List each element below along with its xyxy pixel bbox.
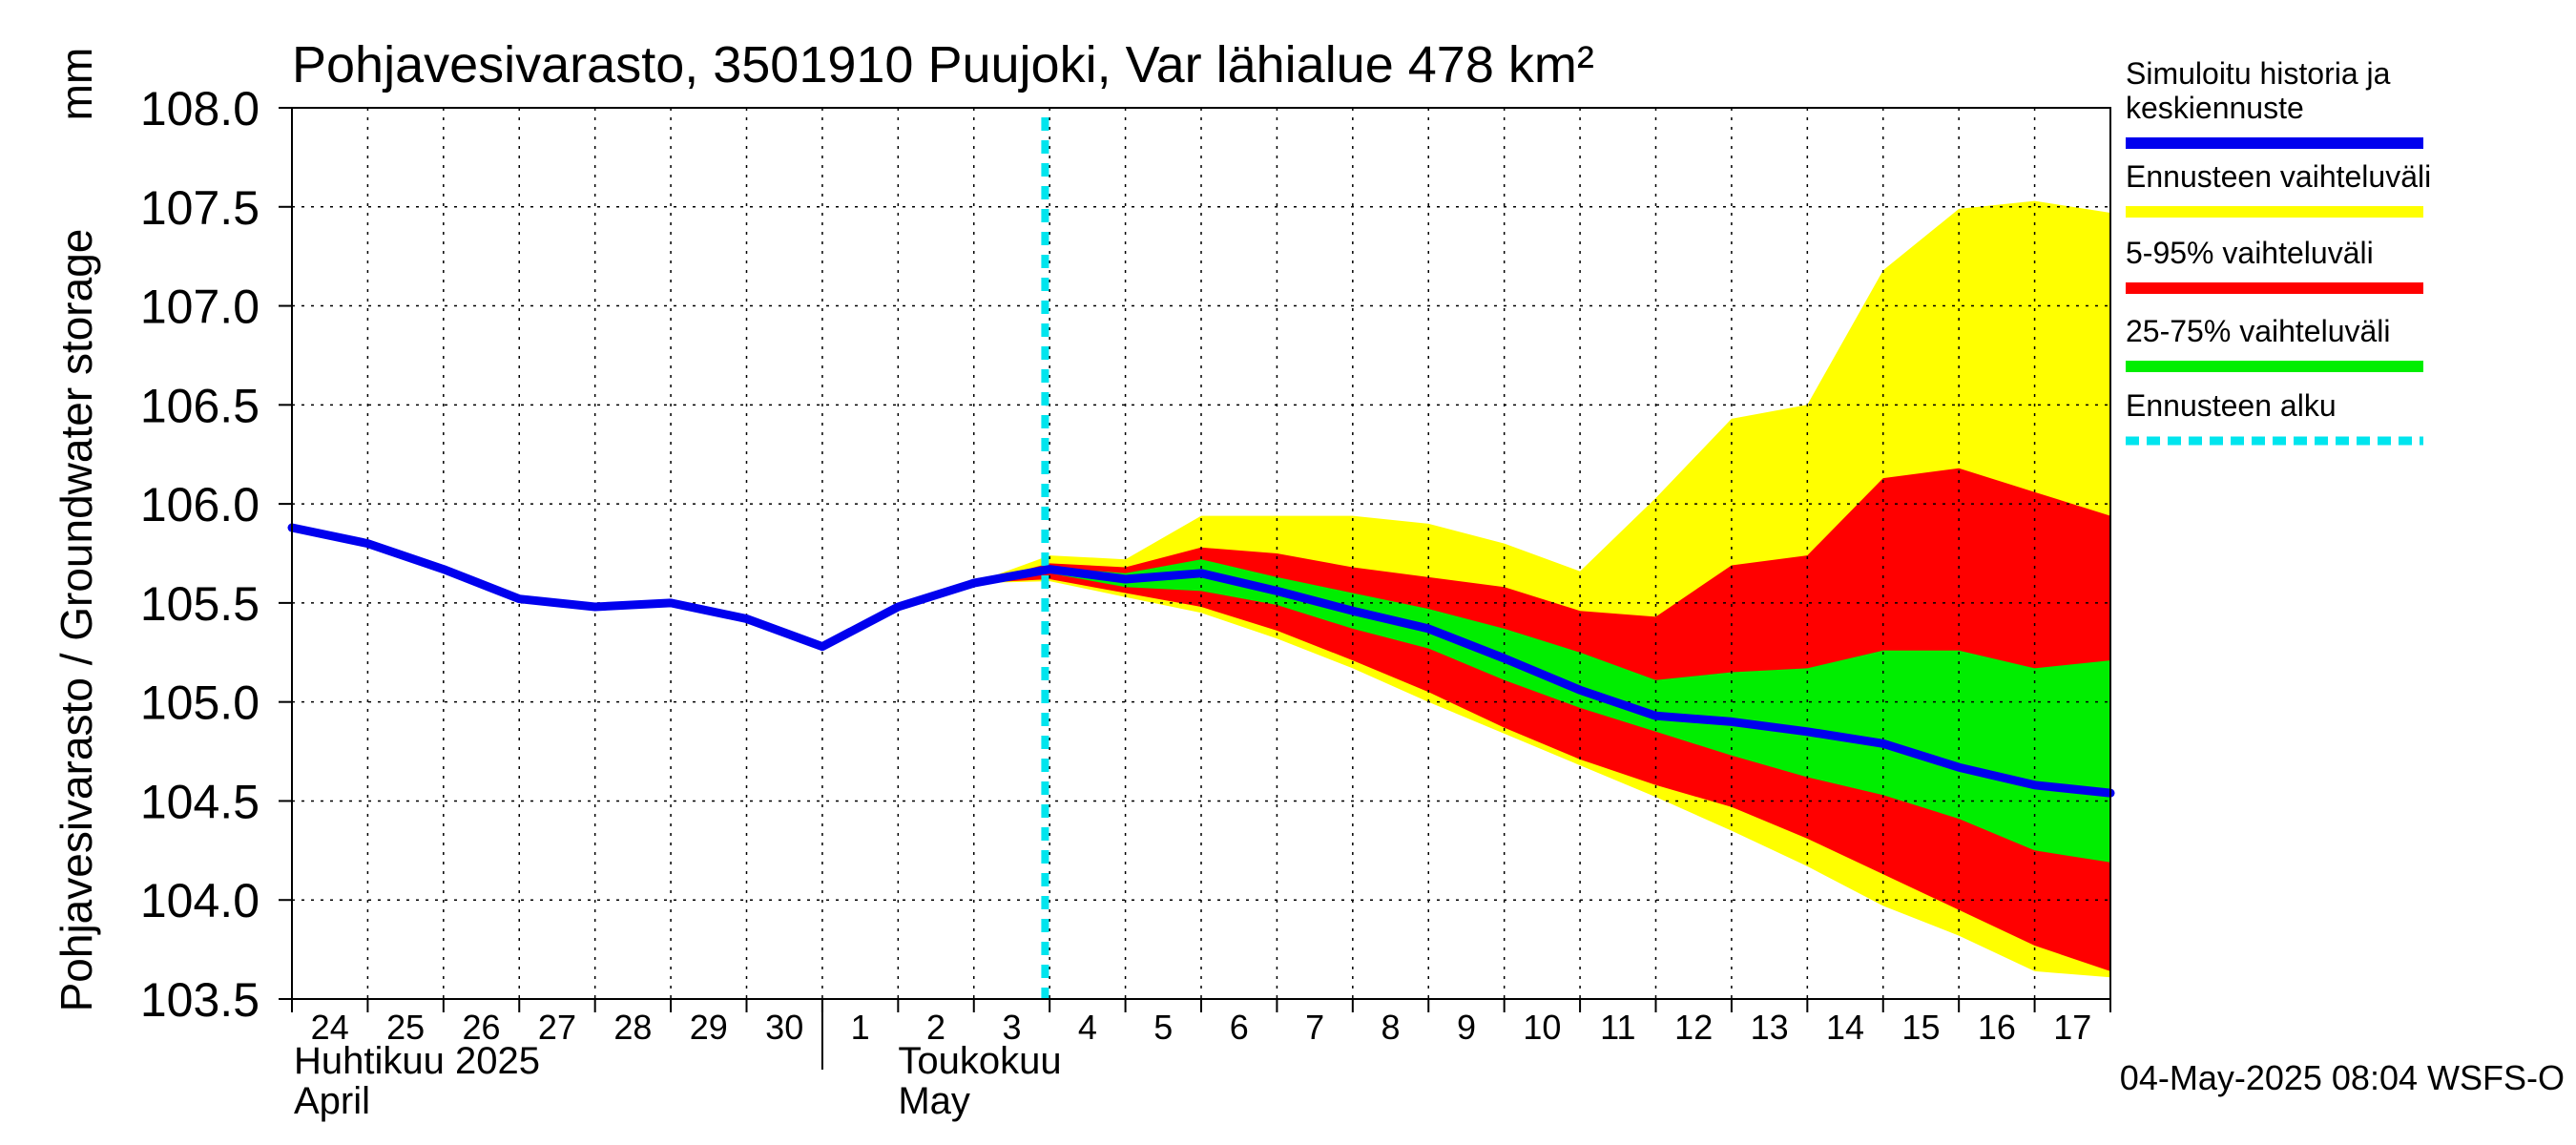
x-tick-label: 10	[1523, 1008, 1561, 1047]
y-axis-unit: mm	[52, 48, 101, 121]
legend-label: 25-75% vaihteluväli	[2126, 314, 2391, 348]
y-tick-label: 104.0	[140, 874, 260, 927]
y-tick-label: 105.0	[140, 677, 260, 730]
x-tick-label: 1	[851, 1008, 870, 1047]
x-tick-label: 9	[1457, 1008, 1476, 1047]
series-line-mean	[287, 523, 2115, 798]
legend-label: Ennusteen vaihteluväli	[2126, 159, 2431, 194]
y-tick-label: 105.5	[140, 577, 260, 631]
x-tick-label: 2	[926, 1008, 945, 1047]
y-tick-label: 106.0	[140, 478, 260, 531]
x-axis: 24 25 26 27 28 29 30 1 2 3 4 5 6 7 8 9 10 11 12 13 14 15 16 17H…	[291, 999, 2111, 1122]
x-tick-label: 8	[1381, 1008, 1401, 1047]
x-tick-label: 13	[1751, 1008, 1789, 1047]
legend-label: Ennusteen alku	[2126, 388, 2337, 423]
legend-label: 5-95% vaihteluväli	[2126, 236, 2374, 270]
month-label-en: April	[294, 1080, 370, 1122]
x-tick-label: 28	[613, 1008, 652, 1047]
x-tick-label: 11	[1600, 1008, 1635, 1047]
legend-label: Simuloitu historia ja	[2126, 56, 2391, 91]
x-tick-label: 26	[463, 1008, 501, 1047]
x-tick-label: 25	[386, 1008, 425, 1047]
month-label-fi: Toukokuu	[898, 1040, 1061, 1082]
x-tick-label: 7	[1305, 1008, 1324, 1047]
y-tick-label: 107.5	[140, 181, 260, 235]
x-tick-label: 15	[1901, 1008, 1940, 1047]
chart-title: Pohjavesivarasto, 3501910 Puujoki, Var l…	[292, 36, 1594, 94]
x-tick-label: 6	[1230, 1008, 1249, 1047]
footer-timestamp: 04-May-2025 08:04 WSFS-O	[2120, 1058, 2565, 1097]
y-axis-label: Pohjavesivarasto / Groundwater storage	[52, 229, 101, 1012]
x-tick-label: 27	[538, 1008, 576, 1047]
month-label-fi: Huhtikuu 2025	[294, 1040, 540, 1082]
x-tick-label: 29	[690, 1008, 728, 1047]
y-tick-label: 107.0	[140, 281, 260, 334]
x-tick-label: 17	[2053, 1008, 2091, 1047]
x-tick-label: 12	[1674, 1008, 1713, 1047]
y-tick-label: 104.5	[140, 775, 260, 828]
x-tick-label: 4	[1078, 1008, 1097, 1047]
x-tick-label: 16	[1978, 1008, 2016, 1047]
y-tick-label: 108.0	[140, 82, 260, 135]
x-tick-label: 24	[311, 1008, 349, 1047]
x-tick-label: 14	[1826, 1008, 1864, 1047]
y-axis: 103.5 104.0 104.5 105.0 105.5 106.0 106.5 107.0…	[140, 82, 292, 1027]
x-tick-label: 3	[1002, 1008, 1021, 1047]
x-tick-label: 30	[765, 1008, 803, 1047]
y-tick-label: 106.5	[140, 379, 260, 432]
plot-area	[287, 107, 2115, 1000]
month-label-en: May	[898, 1080, 970, 1122]
y-tick-label: 103.5	[140, 973, 260, 1027]
x-tick-label: 5	[1153, 1008, 1173, 1047]
legend-label: keskiennuste	[2126, 91, 2304, 125]
